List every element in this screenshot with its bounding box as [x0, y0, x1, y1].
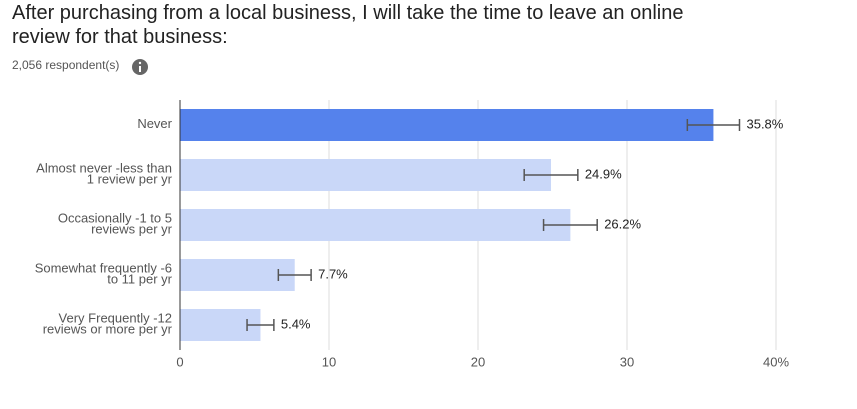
y-tick-label: Never [137, 116, 172, 131]
value-label: 7.7% [318, 266, 348, 281]
bar [180, 109, 714, 141]
error-bar [277, 269, 312, 281]
x-tick-label: 10 [322, 354, 336, 369]
bar [180, 259, 295, 291]
value-label: 35.8% [746, 116, 783, 131]
y-tick-label: Occasionally -1 to 5 reviews per yr [58, 211, 173, 237]
x-tick-label: 0 [176, 354, 183, 369]
x-tick-label: 30 [620, 354, 634, 369]
info-icon[interactable] [132, 59, 148, 75]
error-bar [246, 319, 275, 331]
y-tick-label: Very Frequently -12 reviews or more per y… [43, 311, 173, 337]
y-tick-label: Almost never -less than 1 review per yr [36, 161, 173, 187]
error-bar [542, 219, 598, 231]
x-tick-label: 20 [471, 354, 485, 369]
chart-subtitle: 2,056 respondent(s) [12, 58, 119, 72]
chart-title: After purchasing from a local business, … [12, 2, 683, 48]
value-label: 5.4% [281, 316, 311, 331]
y-tick-label: Somewhat frequently -6 to 11 per yr [35, 261, 173, 287]
bar [180, 159, 552, 191]
error-bar [686, 119, 741, 131]
bar [180, 209, 571, 241]
x-tick-label: 40% [763, 354, 789, 369]
error-bar [523, 169, 579, 181]
value-label: 26.2% [604, 216, 641, 231]
value-label: 24.9% [585, 166, 622, 181]
